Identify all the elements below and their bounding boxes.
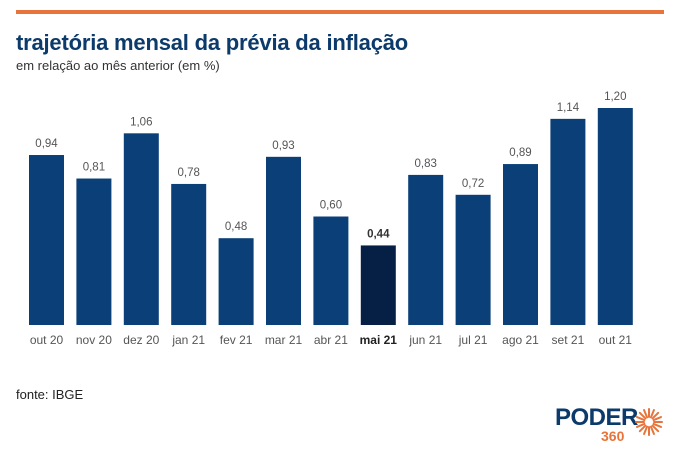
data-label: 0,72 (462, 178, 484, 190)
data-label: 1,06 (130, 116, 152, 128)
bar (597, 108, 633, 325)
data-label: 0,83 (415, 158, 437, 170)
bar (360, 245, 396, 325)
x-tick-label: nov 20 (76, 333, 112, 347)
sunburst-ray (643, 408, 649, 419)
sunburst-icon (635, 408, 663, 436)
sunburst-ray (649, 425, 655, 436)
logo-number: 360 (601, 428, 625, 444)
bar (503, 164, 538, 325)
data-label: 0,81 (83, 162, 105, 174)
x-tick-label: out 21 (599, 333, 633, 347)
sunburst-ray (649, 408, 655, 419)
data-label: 0,44 (367, 228, 390, 240)
sunburst-ray (635, 416, 646, 422)
data-label: 0,94 (35, 138, 58, 150)
data-label: 1,20 (604, 91, 626, 103)
bar (408, 174, 444, 325)
bar (76, 178, 112, 325)
bar (266, 156, 301, 325)
source-note: fonte: IBGE (16, 387, 84, 402)
logo-wordmark: PODER (555, 404, 638, 431)
x-tick-label: jun 21 (408, 333, 442, 347)
x-tick-label: mai 21 (360, 333, 398, 347)
data-label: 0,48 (225, 221, 247, 233)
bar (455, 194, 491, 325)
sunburst-ray (638, 411, 647, 420)
data-label: 0,93 (272, 140, 294, 152)
chart-title: trajetória mensal da prévia da inflação (16, 30, 409, 55)
sunburst-ray (651, 411, 660, 420)
x-tick-label: fev 21 (220, 333, 253, 347)
bar (218, 238, 254, 325)
sunburst-ray (635, 422, 646, 428)
data-label: 0,89 (509, 147, 531, 159)
sunburst-ray (652, 416, 663, 422)
bar (171, 183, 207, 325)
poder360-logo: PODER 360 (555, 404, 665, 450)
bar (313, 216, 349, 325)
bar (123, 133, 159, 325)
bar (29, 155, 64, 325)
x-tick-label: ago 21 (502, 333, 539, 347)
x-tick-label: out 20 (30, 333, 64, 347)
top-accent-rule (16, 10, 664, 14)
sunburst-ray (651, 424, 660, 433)
x-tick-label: dez 20 (123, 333, 159, 347)
x-tick-label: jan 21 (171, 333, 205, 347)
x-tick-label: set 21 (552, 333, 585, 347)
sunburst-ray (652, 422, 663, 428)
x-tick-label: mar 21 (265, 333, 303, 347)
sunburst-ray (643, 425, 649, 436)
sunburst-ray (638, 424, 647, 433)
chart-subtitle: em relação ao mês anterior (em %) (16, 58, 220, 73)
x-tick-label: jul 21 (458, 333, 488, 347)
data-label: 0,60 (320, 200, 342, 212)
x-tick-label: abr 21 (314, 333, 348, 347)
bar (550, 118, 586, 325)
data-label: 1,14 (557, 102, 580, 114)
data-label: 0,78 (178, 167, 200, 179)
